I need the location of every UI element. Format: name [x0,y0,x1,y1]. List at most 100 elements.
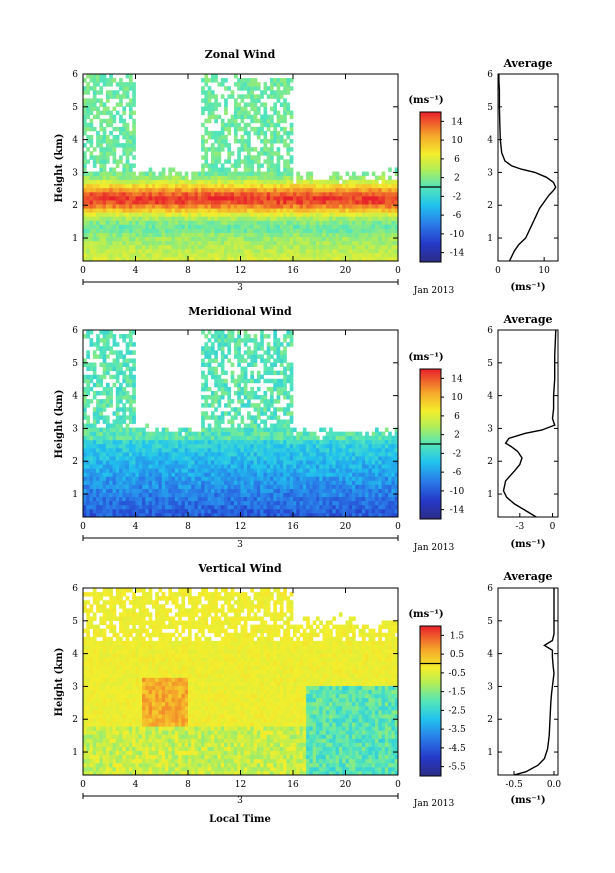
heat-cell [260,224,264,229]
heat-cell [217,220,222,225]
heat-cell [96,187,100,193]
heat-cell [306,187,310,193]
heat-cell [283,358,287,363]
heat-cell [207,500,212,506]
heat-cell [83,415,87,420]
heat-cell [105,382,110,388]
heat-cell [135,451,140,457]
heat-cell [283,126,287,132]
heat-cell [352,236,356,242]
heat-cell [96,200,100,205]
heat-cell [155,456,159,461]
heat-cell [256,480,261,485]
heat-cell [99,248,104,254]
heat-cell [266,427,271,433]
heat-cell [105,82,110,87]
heat-cell [276,354,281,359]
heat-cell [384,256,389,262]
heat-cell [293,204,297,209]
heat-cell [227,126,232,132]
heat-cell [233,451,238,457]
heat-cell [375,175,379,181]
heat-cell [256,456,261,461]
heat-cell [273,106,277,111]
heat-cell [201,512,205,518]
heat-cell [256,134,261,140]
heat-cell [237,407,241,412]
heat-cell [102,460,107,465]
heat-cell [197,447,202,453]
heat-cell [102,130,107,136]
heat-cell [253,98,258,103]
heat-cell [233,139,238,144]
heat-cell [243,508,248,514]
heat-cell [151,476,156,481]
heat-cell [270,431,274,437]
heat-cell [122,163,127,168]
heatmap-panel-0 [83,74,399,262]
heat-cell [122,476,127,481]
heat-cell [309,508,314,514]
heat-cell [83,179,87,185]
heat-cell [237,139,241,144]
heat-cell [174,183,179,189]
heat-cell [89,492,94,498]
heat-cell [148,200,153,205]
heat-cell [230,236,235,242]
heat-cell [92,171,97,177]
heat-cell [102,106,107,111]
heat-cell [204,411,209,416]
heat-cell [217,488,222,494]
heat-cell [335,248,340,254]
heat-cell [83,195,87,201]
heat-cell [394,240,399,246]
heat-cell [142,488,146,494]
heatmap-panel-2 [83,330,399,518]
heat-cell [102,110,107,116]
heat-cell [165,187,169,193]
heat-cell [253,130,258,136]
heat-cell [201,419,205,424]
heat-cell [214,443,218,449]
heat-cell [315,496,320,502]
heat-cell [247,508,251,514]
heat-cell [197,183,202,189]
heat-cell [345,236,350,242]
heat-cell [105,399,110,404]
heat-cell [161,456,166,461]
heat-cell [293,244,297,250]
heat-cell [253,240,258,246]
heat-cell [204,236,209,242]
heat-cell [92,244,97,250]
heat-cell [204,362,209,367]
heat-cell [388,204,392,209]
heat-cell [237,390,241,396]
heat-cell [214,366,218,372]
heat-cell [204,82,209,87]
heat-cell [155,191,159,197]
heat-cell [214,358,218,363]
heat-cell [115,419,120,424]
heat-cell [83,175,87,181]
heat-cell [99,204,104,209]
heat-cell [270,155,274,160]
heat-cell [204,163,209,168]
heat-cell [279,350,284,355]
heat-cell [361,248,366,254]
heat-cell [329,208,333,213]
heat-cell [375,179,379,185]
heat-cell [299,200,304,205]
heat-cell [338,220,343,225]
heat-cell [207,508,212,514]
heat-cell [174,216,179,221]
heat-cell [184,443,189,449]
heat-cell [286,236,291,242]
heat-cell [306,447,310,453]
heat-cell [302,484,307,489]
heat-cell [220,411,225,416]
heat-cell [247,94,251,99]
heat-cell [125,390,130,396]
heat-cell [256,159,261,164]
heat-cell [161,220,166,225]
heat-cell [224,110,228,116]
